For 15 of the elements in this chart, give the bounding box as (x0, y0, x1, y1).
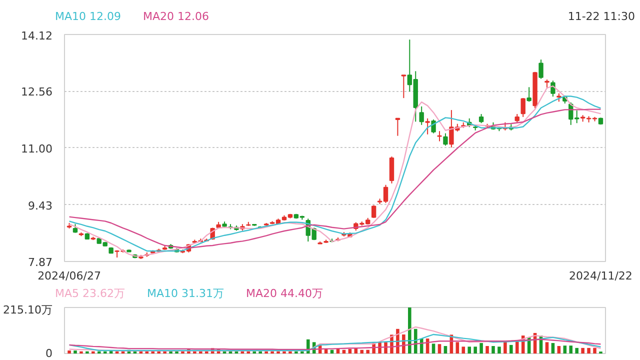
y-tick-label: 9.43 (28, 199, 53, 212)
text: 11-22 11:30 (568, 9, 635, 25)
y-tick-label: 7.87 (28, 256, 53, 269)
text: MA10 12.09 (55, 9, 121, 25)
y-tick-label: 215.10万 (3, 304, 53, 316)
text: MA10 31.31万 (147, 286, 224, 302)
y-tick-label: 0 (46, 347, 52, 360)
y-tick-label: 14.12 (21, 30, 53, 42)
text: MA20 12.06 (143, 9, 209, 25)
x-tick-label: 2024/11/22 (569, 270, 632, 282)
y-tick-label: 11.00 (21, 142, 53, 156)
y-tick-label: 12.56 (21, 86, 53, 99)
text: MA20 44.40万 (246, 286, 324, 302)
x-tick-label: 2024/06/27 (38, 270, 101, 282)
text: MA5 23.62万 (55, 286, 126, 302)
